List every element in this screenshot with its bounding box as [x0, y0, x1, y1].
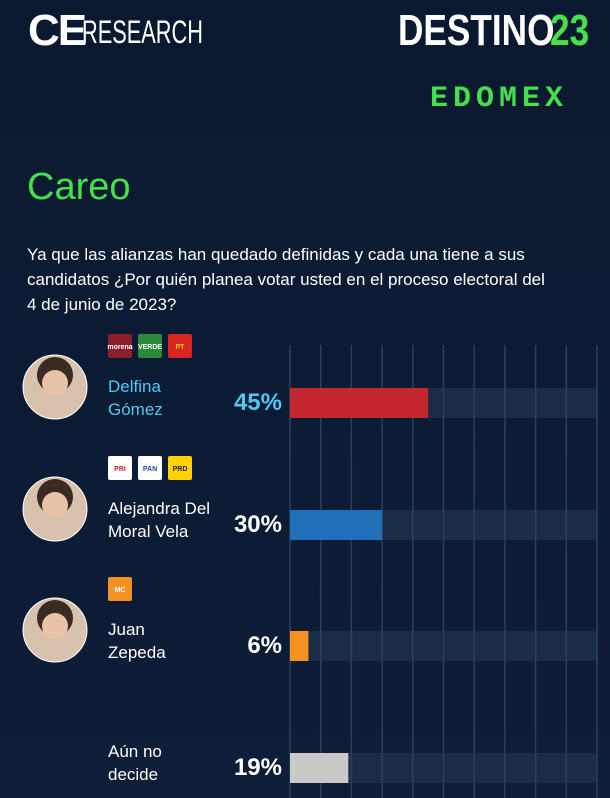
photo-face [42, 492, 68, 518]
logo-research: RESEARCH [82, 14, 203, 50]
chart-title: Careo [27, 166, 131, 208]
photo-face [42, 370, 68, 396]
party-logo [168, 334, 192, 358]
party-logo [108, 334, 132, 358]
party-logo [138, 456, 162, 480]
bar [290, 388, 429, 418]
candidate-name: Juan Zepeda [108, 620, 166, 662]
party-label: PT [176, 344, 186, 351]
value-label: 19% [233, 754, 282, 781]
bar [290, 510, 383, 540]
party-label: VERDE [138, 344, 162, 351]
question: Ya que las alianzas han quedado definida… [27, 245, 545, 314]
party-logo [108, 456, 132, 480]
party-logo [108, 577, 132, 601]
party-label: MC [115, 587, 126, 594]
logo-ce: CE [28, 6, 87, 55]
party-label: PRI [114, 466, 126, 473]
candidate-name: Delfina Gómez [108, 377, 163, 419]
bar [290, 753, 349, 783]
brand: DESTINO [398, 6, 555, 55]
party-logo [138, 334, 162, 358]
party-label: morena [107, 344, 132, 351]
brand-number: 23 [550, 6, 590, 55]
party-label: PRD [173, 466, 188, 473]
value-label: 45% [233, 389, 282, 416]
candidate-name: Alejandra Del Moral Vela [108, 499, 211, 541]
bar [290, 631, 309, 661]
value-label: 30% [233, 511, 282, 538]
value-label: 6% [247, 632, 282, 659]
photo-face [42, 613, 68, 639]
party-logo [168, 456, 192, 480]
region: EDOMEX [430, 82, 569, 116]
candidate-name: Aún no decide [108, 742, 162, 784]
party-label: PAN [143, 466, 157, 473]
